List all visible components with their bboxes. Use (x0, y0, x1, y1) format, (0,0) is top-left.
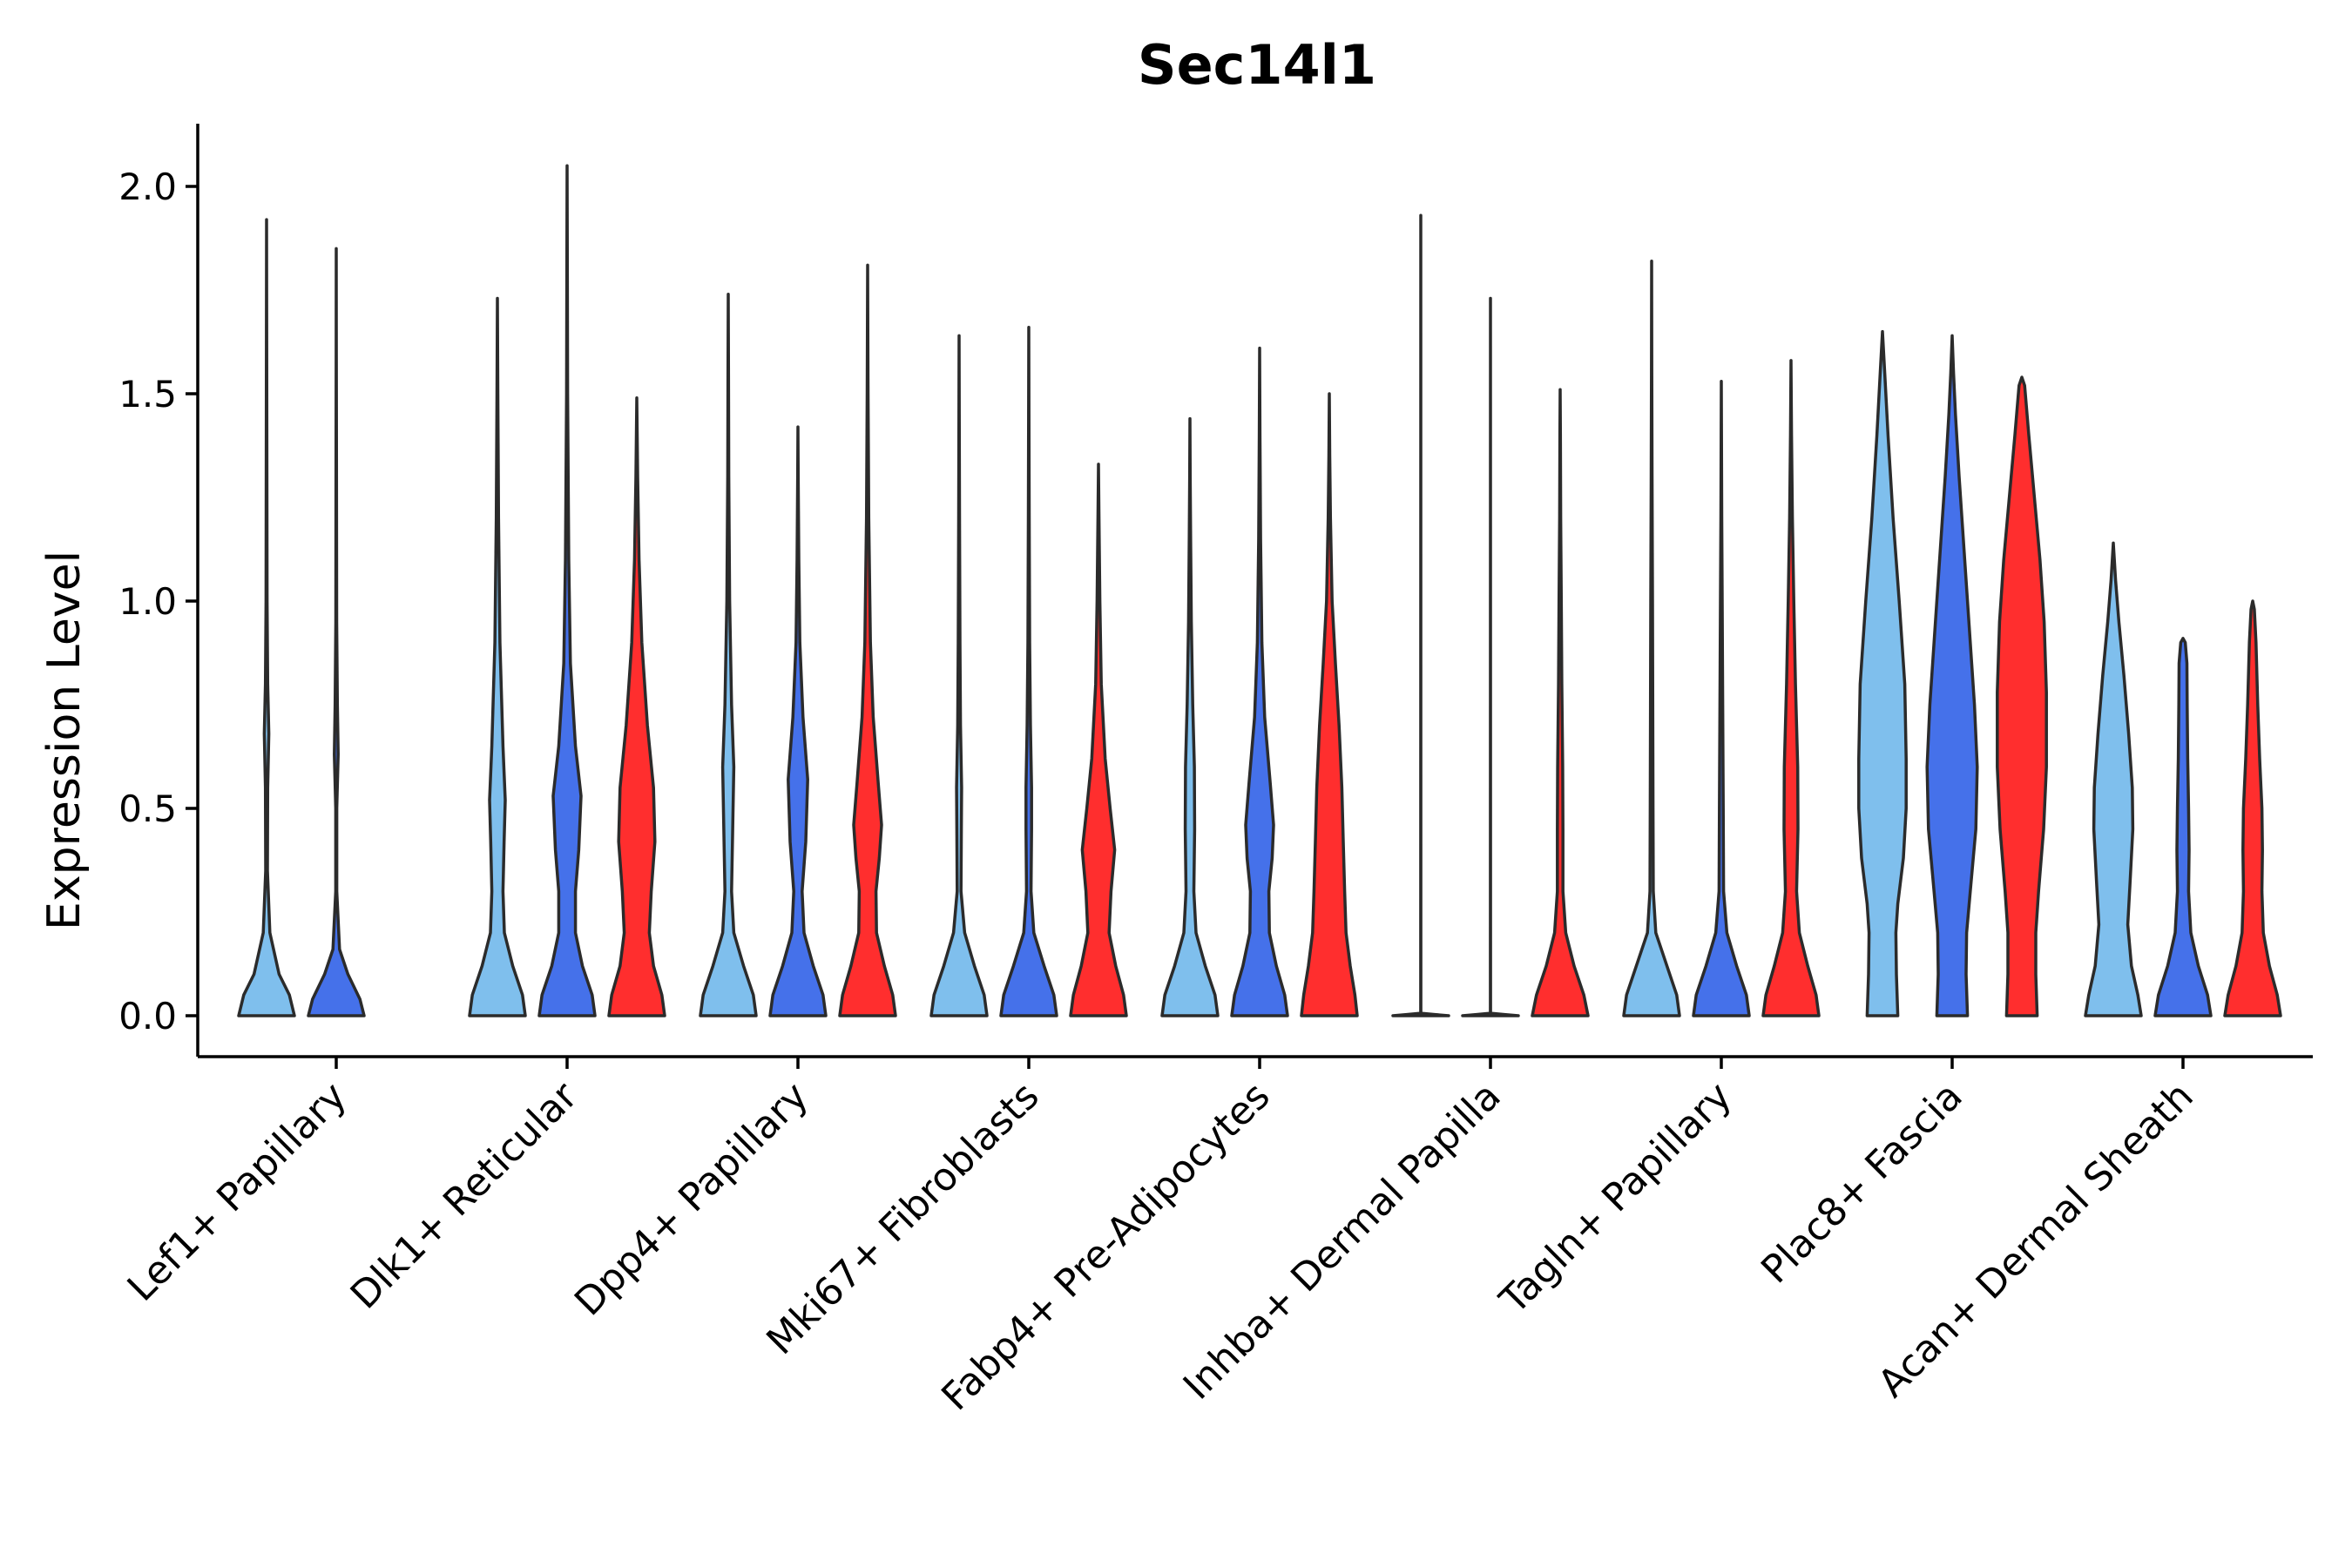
violin-6-0 (1622, 259, 1681, 1017)
violin-8-2 (2223, 599, 2282, 1017)
x-tick-label: Plac8+ Fascia (1753, 1074, 1971, 1293)
violin-7-0 (1857, 329, 1908, 1017)
violin-0-0 (237, 218, 296, 1017)
y-tick-label: 1.5 (118, 373, 177, 416)
violin-1-0 (468, 296, 527, 1017)
violin-1-2 (607, 396, 666, 1017)
violin-8-1 (2153, 637, 2213, 1017)
violin-3-0 (929, 334, 989, 1017)
violin-2-1 (768, 425, 828, 1017)
violin-6-2 (1761, 359, 1821, 1017)
violin-2-2 (838, 263, 897, 1017)
y-tick-label: 2.0 (118, 166, 177, 208)
x-tick-label: Dlk1+ Reticular (342, 1073, 587, 1318)
y-tick-label: 0.0 (118, 995, 177, 1037)
violin-3-2 (1069, 463, 1128, 1017)
violin-2-0 (699, 293, 758, 1017)
y-tick-label: 1.0 (118, 580, 177, 623)
violin-7-2 (1996, 375, 2048, 1017)
violin-5-1 (1461, 296, 1520, 1017)
violin-5-0 (1391, 213, 1450, 1017)
violin-5-2 (1531, 388, 1590, 1017)
violin-6-1 (1692, 379, 1751, 1017)
x-tick-label: Tagln+ Papillary (1491, 1074, 1740, 1323)
y-axis-label: Expression Level (38, 551, 91, 930)
violin-4-2 (1300, 392, 1359, 1017)
y-tick-label: 0.5 (118, 787, 177, 830)
x-tick-label: Lef1+ Papillary (119, 1074, 355, 1310)
violin-0-1 (307, 247, 366, 1017)
violin-1-1 (537, 164, 597, 1017)
chart-title: Sec14l1 (1138, 33, 1376, 97)
violin-4-1 (1230, 346, 1289, 1017)
x-tick-label: Dpp4+ Papillary (566, 1074, 817, 1325)
violin-4-0 (1160, 416, 1220, 1017)
violin-8-0 (2084, 541, 2143, 1017)
y-ticks: 0.0 0.5 1.0 1.5 2.0 (118, 166, 198, 1037)
violin-7-1 (1925, 334, 1979, 1017)
violins-layer (237, 164, 2282, 1017)
violin-3-1 (999, 326, 1058, 1017)
